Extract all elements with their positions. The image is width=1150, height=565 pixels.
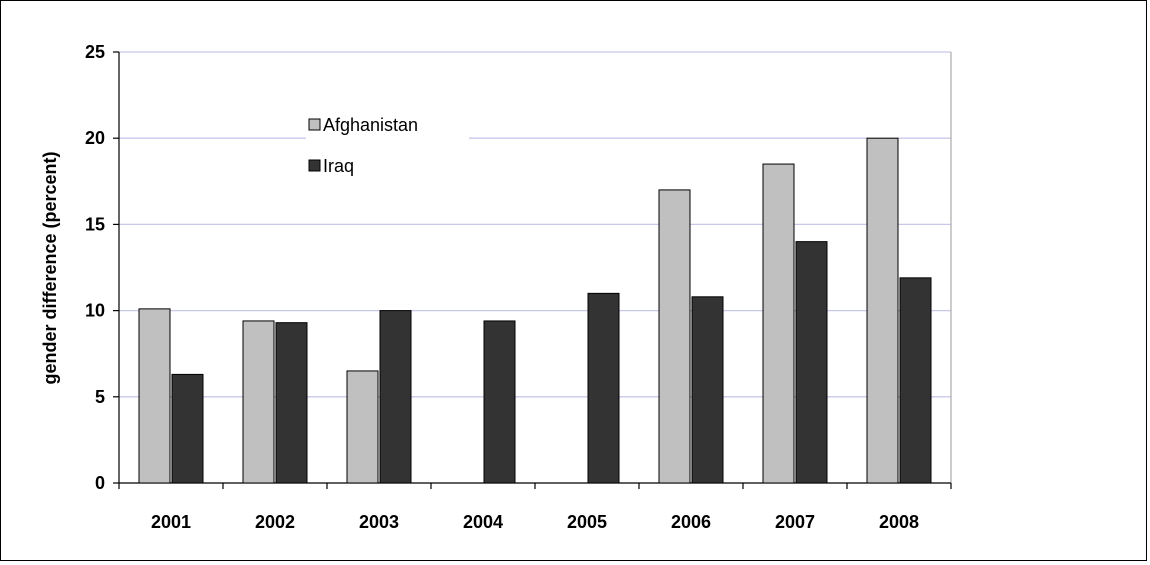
bar-iraq-2003 [379,310,412,484]
y-tick-label-5: 5 [95,387,105,407]
bar-iraq-2006 [691,296,724,484]
x-tick-label-2008: 2008 [879,512,919,532]
bar-afghanistan-2001 [138,308,171,484]
x-tick-label-2007: 2007 [775,512,815,532]
x-tick-label-2005: 2005 [567,512,607,532]
legend-background [306,107,469,185]
x-tick-label-2001: 2001 [151,512,191,532]
legend-label-iraq: Iraq [323,156,354,176]
bar-afghanistan-2006 [658,189,691,484]
bar-iraq-2005 [587,292,620,484]
bar-iraq-2007 [795,241,828,484]
y-tick-label-15: 15 [85,214,105,234]
y-tick-label-10: 10 [85,301,105,321]
x-tick-labels: 2001 2002 2003 2004 2005 2006 2007 2008 [151,512,919,532]
y-axis-label: gender difference (percent) [40,151,60,384]
x-tick-label-2002: 2002 [255,512,295,532]
x-tick-label-2004: 2004 [463,512,503,532]
y-tick-label-0: 0 [95,473,105,493]
legend: Afghanistan Iraq [306,107,469,185]
bar-iraq-2004 [483,320,516,484]
x-tick-label-2006: 2006 [671,512,711,532]
bar-afghanistan-2002 [242,320,275,484]
legend-swatch-iraq [308,159,321,172]
y-tick-label-25: 25 [85,42,105,62]
bar-iraq-2008 [899,277,932,484]
y-tick-label-20: 20 [85,128,105,148]
bar-afghanistan-2008 [866,137,899,484]
bar-afghanistan-2003 [346,370,379,484]
legend-label-afghanistan: Afghanistan [323,115,418,135]
y-tick-labels: 0 5 10 15 20 25 [85,42,105,493]
bar-iraq-2001 [171,373,204,484]
x-tick-label-2003: 2003 [359,512,399,532]
bar-iraq-2002 [275,322,308,484]
bars [138,137,932,484]
bar-afghanistan-2007 [762,163,795,484]
legend-swatch-afghanistan [308,118,321,131]
